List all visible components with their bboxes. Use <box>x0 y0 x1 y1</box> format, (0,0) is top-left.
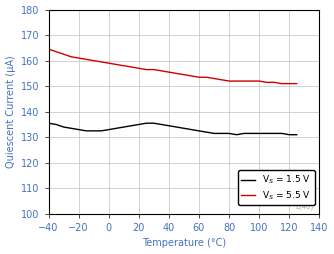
V$_S$ = 5.5 V <box>174 72 178 75</box>
V$_S$ = 5.5 V <box>295 82 299 85</box>
V$_S$ = 5.5 V <box>69 55 73 58</box>
V$_S$ = 1.5 V <box>287 133 291 136</box>
V$_S$ = 1.5 V <box>167 124 171 127</box>
V$_S$ = 5.5 V <box>280 82 284 85</box>
V$_S$ = 1.5 V <box>189 128 193 131</box>
V$_S$ = 1.5 V <box>129 124 133 127</box>
V$_S$ = 5.5 V <box>204 76 208 79</box>
V$_S$ = 5.5 V <box>182 73 186 76</box>
V$_S$ = 5.5 V <box>197 76 201 79</box>
V$_S$ = 5.5 V <box>167 71 171 74</box>
V$_S$ = 1.5 V <box>107 128 111 131</box>
Y-axis label: Quiescent Current (μA): Quiescent Current (μA) <box>6 55 16 168</box>
V$_S$ = 5.5 V <box>114 63 118 66</box>
V$_S$ = 5.5 V <box>227 80 231 83</box>
Line: V$_S$ = 5.5 V: V$_S$ = 5.5 V <box>49 49 297 84</box>
V$_S$ = 5.5 V <box>189 74 193 77</box>
V$_S$ = 1.5 V <box>219 132 223 135</box>
V$_S$ = 1.5 V <box>152 122 156 125</box>
V$_S$ = 5.5 V <box>272 81 276 84</box>
V$_S$ = 1.5 V <box>197 129 201 132</box>
Text: L(40): L(40) <box>296 203 314 210</box>
V$_S$ = 5.5 V <box>137 67 141 70</box>
V$_S$ = 1.5 V <box>272 132 276 135</box>
V$_S$ = 1.5 V <box>174 125 178 129</box>
V$_S$ = 5.5 V <box>219 78 223 81</box>
V$_S$ = 5.5 V <box>47 47 51 51</box>
V$_S$ = 5.5 V <box>234 80 238 83</box>
V$_S$ = 5.5 V <box>159 69 163 72</box>
V$_S$ = 5.5 V <box>107 62 111 65</box>
V$_S$ = 5.5 V <box>265 81 269 84</box>
V$_S$ = 1.5 V <box>159 123 163 126</box>
V$_S$ = 1.5 V <box>122 125 126 129</box>
V$_S$ = 5.5 V <box>77 57 81 60</box>
V$_S$ = 1.5 V <box>265 132 269 135</box>
V$_S$ = 1.5 V <box>242 132 246 135</box>
V$_S$ = 5.5 V <box>287 82 291 85</box>
V$_S$ = 1.5 V <box>77 128 81 131</box>
V$_S$ = 5.5 V <box>122 64 126 67</box>
V$_S$ = 1.5 V <box>182 127 186 130</box>
Line: V$_S$ = 1.5 V: V$_S$ = 1.5 V <box>49 123 297 135</box>
V$_S$ = 5.5 V <box>62 53 66 56</box>
V$_S$ = 5.5 V <box>144 68 148 71</box>
V$_S$ = 5.5 V <box>212 77 216 80</box>
V$_S$ = 1.5 V <box>99 129 103 132</box>
V$_S$ = 5.5 V <box>257 80 261 83</box>
V$_S$ = 1.5 V <box>92 129 96 132</box>
V$_S$ = 1.5 V <box>280 132 284 135</box>
V$_S$ = 1.5 V <box>234 133 238 136</box>
V$_S$ = 1.5 V <box>295 133 299 136</box>
X-axis label: Temperature (°C): Temperature (°C) <box>142 239 226 248</box>
V$_S$ = 1.5 V <box>69 127 73 130</box>
V$_S$ = 1.5 V <box>257 132 261 135</box>
V$_S$ = 1.5 V <box>204 131 208 134</box>
V$_S$ = 1.5 V <box>47 122 51 125</box>
V$_S$ = 5.5 V <box>84 58 88 61</box>
V$_S$ = 1.5 V <box>227 132 231 135</box>
V$_S$ = 5.5 V <box>54 50 58 53</box>
V$_S$ = 1.5 V <box>114 127 118 130</box>
V$_S$ = 1.5 V <box>62 125 66 129</box>
V$_S$ = 1.5 V <box>54 123 58 126</box>
V$_S$ = 5.5 V <box>99 60 103 64</box>
V$_S$ = 1.5 V <box>84 129 88 132</box>
V$_S$ = 5.5 V <box>92 59 96 62</box>
V$_S$ = 1.5 V <box>212 132 216 135</box>
Legend: V$_S$ = 1.5 V, V$_S$ = 5.5 V: V$_S$ = 1.5 V, V$_S$ = 5.5 V <box>238 170 315 205</box>
V$_S$ = 1.5 V <box>249 132 254 135</box>
V$_S$ = 5.5 V <box>242 80 246 83</box>
V$_S$ = 1.5 V <box>144 122 148 125</box>
V$_S$ = 1.5 V <box>137 123 141 126</box>
V$_S$ = 5.5 V <box>152 68 156 71</box>
V$_S$ = 5.5 V <box>129 66 133 69</box>
V$_S$ = 5.5 V <box>249 80 254 83</box>
